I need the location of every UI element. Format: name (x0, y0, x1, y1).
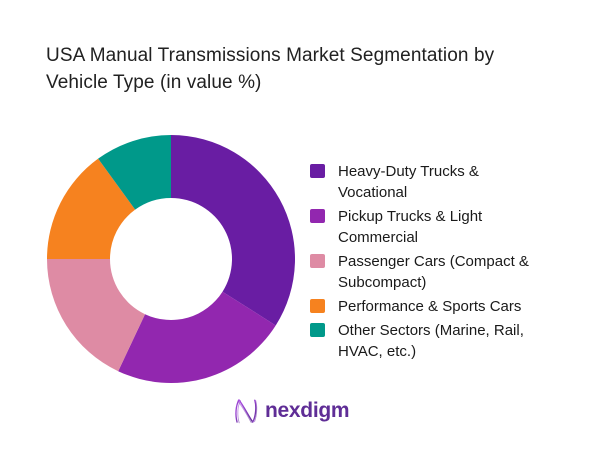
donut-segment-1 (171, 135, 296, 326)
legend-swatch (310, 299, 325, 313)
nexdigm-logo: nexdigm (233, 396, 350, 426)
donut-segment-4 (47, 158, 136, 259)
legend-swatch (310, 323, 325, 337)
nexdigm-logo-icon (235, 399, 258, 424)
legend-label: Pickup Trucks & Light Commercial (338, 208, 483, 246)
legend-label: Heavy-Duty Trucks & Vocational (338, 163, 479, 201)
legend-label: Performance & Sports Cars (338, 298, 522, 315)
legend-swatch (310, 254, 325, 268)
legend-item-pickup-trucks: Pickup Trucks & Light Commercial (310, 206, 543, 248)
legend: Heavy-Duty Trucks & Vocational Pickup Tr… (310, 161, 543, 362)
donut-segment-5 (98, 135, 171, 210)
legend-item-other-sectors: Other Sectors (Marine, Rail, HVAC, etc.) (310, 320, 543, 362)
nexdigm-logo-text: nexdigm (265, 399, 350, 422)
donut-segment-2 (118, 291, 276, 384)
legend-label: Other Sectors (Marine, Rail, HVAC, etc.) (338, 322, 524, 360)
donut-segment-3 (46, 259, 146, 372)
legend-label: Passenger Cars (Compact & Subcompact) (338, 253, 529, 291)
legend-item-heavy-duty-trucks: Heavy-Duty Trucks & Vocational (310, 161, 543, 203)
legend-swatch (310, 209, 325, 223)
legend-item-passenger-cars: Passenger Cars (Compact & Subcompact) (310, 251, 543, 293)
legend-item-performance-sports-cars: Performance & Sports Cars (310, 296, 543, 317)
legend-swatch (310, 164, 325, 178)
donut-chart (46, 135, 296, 384)
chart-title: USA Manual Transmissions Market Segmenta… (46, 45, 495, 93)
